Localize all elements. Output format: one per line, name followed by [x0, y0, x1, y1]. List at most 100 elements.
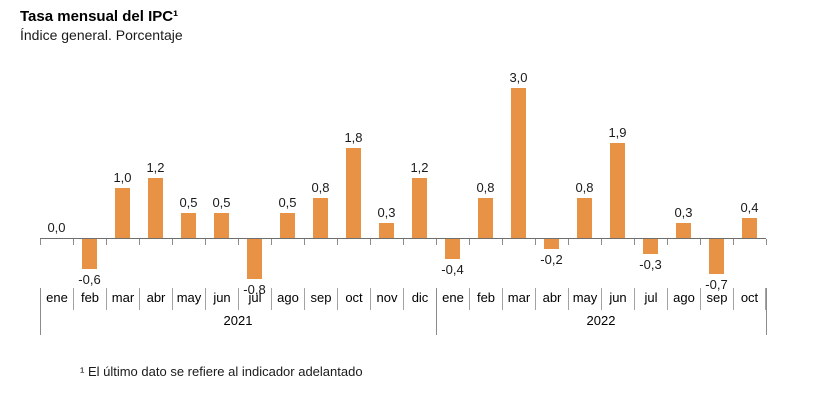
- month-label-2021-abr: abr: [139, 288, 172, 310]
- bar-2021-dic: [412, 178, 427, 238]
- axis-tick: [634, 239, 635, 245]
- month-label-2021-oct: oct: [337, 288, 370, 310]
- value-label-2021-jun: 0,5: [212, 195, 231, 210]
- year-separator: [766, 288, 767, 335]
- bar-2022-may: [577, 198, 592, 238]
- bar-2021-jul: [247, 239, 262, 279]
- value-label-2021-may: 0,5: [179, 195, 198, 210]
- month-label-2021-mar: mar: [106, 288, 139, 310]
- bar-2022-jul: [643, 239, 658, 254]
- value-label-2021-ago: 0,5: [278, 195, 297, 210]
- x-axis-line: [40, 238, 766, 239]
- bar-2021-ago: [280, 213, 295, 238]
- bar-2022-feb: [478, 198, 493, 238]
- year-separator: [40, 288, 41, 335]
- year-label-2022: 2022: [586, 313, 616, 328]
- bar-2021-nov: [379, 223, 394, 238]
- value-label-2021-abr: 1,2: [146, 160, 165, 175]
- month-label-2022-jun: jun: [601, 288, 634, 310]
- bar-2021-mar: [115, 188, 130, 238]
- axis-label-rows: ene feb mar abr may jun jul ago sep oct nov dic ene f…: [40, 288, 767, 335]
- value-label-2022-ene: -0,4: [441, 262, 464, 277]
- axis-tick: [172, 239, 173, 245]
- month-label-2021-may: may: [172, 288, 205, 310]
- bar-2021-oct: [346, 148, 361, 238]
- value-label-2021-dic: 1,2: [410, 160, 429, 175]
- axis-tick: [667, 239, 668, 245]
- bar-2022-ago: [676, 223, 691, 238]
- month-label-2022-may: may: [568, 288, 601, 310]
- axis-tick: [601, 239, 602, 245]
- month-label-2022-feb: feb: [469, 288, 502, 310]
- bar-2022-oct: [742, 218, 757, 238]
- axis-tick: [535, 239, 536, 245]
- value-label-2022-jul: -0,3: [639, 257, 662, 272]
- axis-tick: [403, 239, 404, 245]
- axis-tick: [469, 239, 470, 245]
- bar-2022-abr: [544, 239, 559, 249]
- axis-tick: [139, 239, 140, 245]
- axis-tick: [436, 239, 437, 245]
- axis-tick: [73, 239, 74, 245]
- axis-tick: [733, 239, 734, 245]
- axis-tick: [502, 239, 503, 245]
- value-label-2021-jul: -0,8: [243, 282, 266, 297]
- bar-2022-mar: [511, 88, 526, 238]
- month-label-2022-abr: abr: [535, 288, 568, 310]
- month-label-2022-oct: oct: [733, 288, 766, 310]
- chart-subtitle: Índice general. Porcentaje: [20, 27, 183, 43]
- month-label-2021-jun: jun: [205, 288, 238, 310]
- value-label-2022-mar: 3,0: [509, 70, 528, 85]
- axis-tick: [271, 239, 272, 245]
- month-label-2022-mar: mar: [502, 288, 535, 310]
- footnote: ¹ El último dato se refiere al indicador…: [80, 364, 363, 379]
- bar-2022-sep: [709, 239, 724, 274]
- chart-header: Tasa mensual del IPC¹ Índice general. Po…: [20, 8, 827, 44]
- plot-area: 0,0 -0,6 1,0 1,2 0,5 0,5 -0,8 0,5 0,8 1,8 0,3 1,2 -0…: [40, 60, 767, 297]
- bar-2022-ene: [445, 239, 460, 259]
- chart-title: Tasa mensual del IPC¹: [20, 8, 179, 25]
- value-label-2022-may: 0,8: [575, 180, 594, 195]
- month-label-2021-dic: dic: [403, 288, 436, 310]
- bar-2022-jun: [610, 143, 625, 238]
- value-label-2022-feb: 0,8: [476, 180, 495, 195]
- axis-tick: [304, 239, 305, 245]
- year-separator: [436, 288, 437, 335]
- value-label-2022-sep: -0,7: [705, 277, 728, 292]
- month-label-2022-ago: ago: [667, 288, 700, 310]
- year-axis-row: 2021 2022: [40, 310, 766, 334]
- month-label-2022-ene: ene: [436, 288, 469, 310]
- month-label-2021-feb: feb: [73, 288, 106, 310]
- bar-2021-jun: [214, 213, 229, 238]
- axis-tick: [40, 239, 41, 245]
- axis-tick: [370, 239, 371, 245]
- month-label-2022-sep: sep: [700, 288, 733, 310]
- axis-tick: [766, 239, 767, 245]
- month-label-2022-jul: jul: [634, 288, 667, 310]
- value-label-2022-oct: 0,4: [740, 200, 759, 215]
- month-axis-row: ene feb mar abr may jun jul ago sep oct nov dic ene f…: [40, 288, 766, 310]
- month-label-2021-nov: nov: [370, 288, 403, 310]
- bar-2021-sep: [313, 198, 328, 238]
- value-label-2021-nov: 0,3: [377, 205, 396, 220]
- value-label-2021-oct: 1,8: [344, 130, 363, 145]
- axis-tick: [700, 239, 701, 245]
- bar-2021-may: [181, 213, 196, 238]
- bar-chart: 0,0 -0,6 1,0 1,2 0,5 0,5 -0,8 0,5 0,8 1,8 0,3 1,2 -0…: [40, 60, 767, 335]
- bar-2021-feb: [82, 239, 97, 269]
- month-label-2021-ago: ago: [271, 288, 304, 310]
- month-label-2021-sep: sep: [304, 288, 337, 310]
- value-label-2022-ago: 0,3: [674, 205, 693, 220]
- axis-tick: [568, 239, 569, 245]
- month-label-2021-jul: jul: [238, 288, 271, 310]
- year-label-2021: 2021: [223, 313, 253, 328]
- value-label-2022-abr: -0,2: [540, 252, 563, 267]
- axis-tick: [337, 239, 338, 245]
- value-label-2021-ene: 0,0: [47, 220, 66, 235]
- value-label-2022-jun: 1,9: [608, 125, 627, 140]
- bar-2021-abr: [148, 178, 163, 238]
- value-label-2021-sep: 0,8: [311, 180, 330, 195]
- axis-tick: [205, 239, 206, 245]
- month-label-2021-ene: ene: [40, 288, 73, 310]
- axis-tick: [238, 239, 239, 245]
